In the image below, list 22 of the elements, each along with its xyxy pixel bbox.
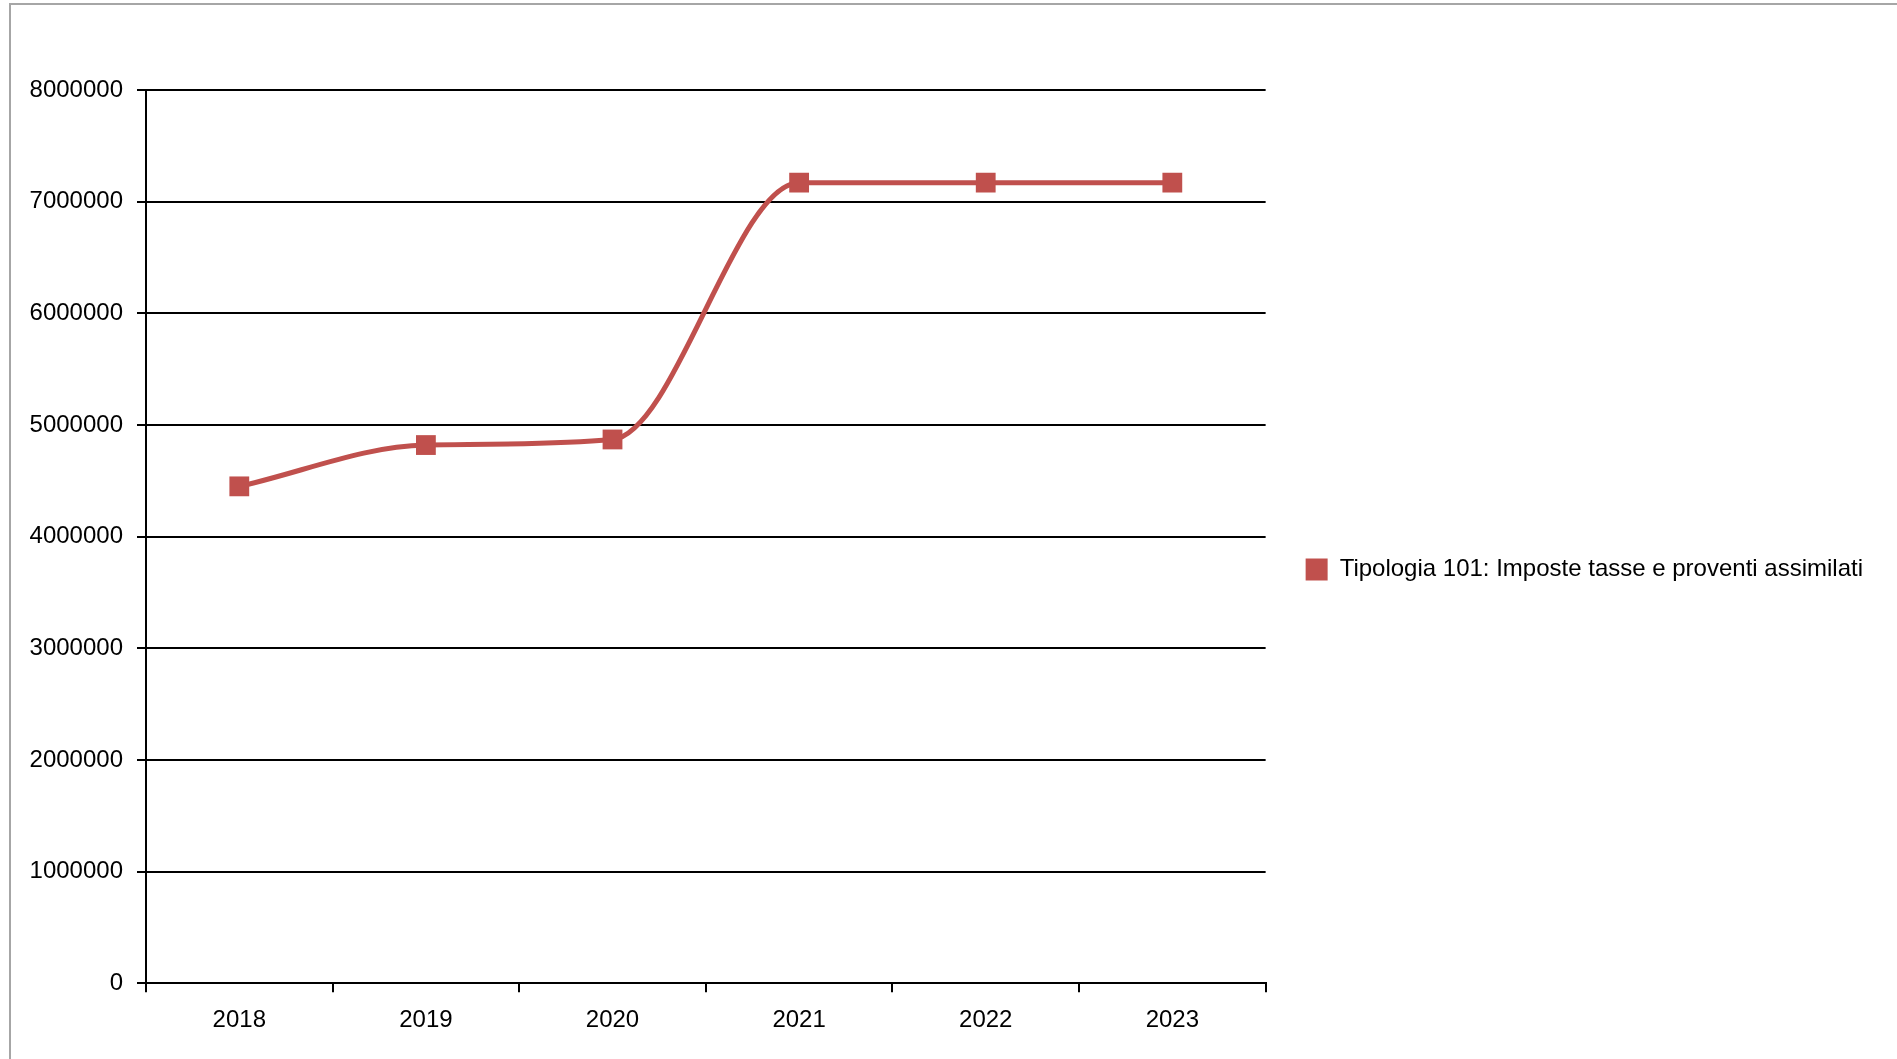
y-tick-label: 4000000 [29,521,123,549]
x-tick-label: 2021 [772,1005,826,1033]
legend-label: Tipologia 101: Imposte tasse e proventi assimilati [1339,554,1863,582]
x-tick-label: 2018 [212,1005,266,1033]
x-tick-label: 2020 [585,1005,640,1033]
point [416,435,436,455]
y-tick-label: 5000000 [29,409,123,437]
x-tick-label: 2023 [1145,1005,1200,1033]
x-tick-label: 2019 [399,1005,453,1033]
point [602,429,623,450]
y-tick-label: 8000000 [29,74,123,102]
x-tick-label: 2022 [959,1005,1013,1033]
y-tick-label: 7000000 [29,186,123,214]
y-tick-label: 3000000 [29,632,123,660]
y-tick-label: 1000000 [29,856,123,884]
point [975,172,996,193]
y-tick-label: 2000000 [29,744,123,772]
point [1162,172,1183,193]
point [229,476,250,497]
y-tick-label: 0 [109,967,123,995]
y-tick-label: 6000000 [29,297,123,325]
point [789,172,810,193]
